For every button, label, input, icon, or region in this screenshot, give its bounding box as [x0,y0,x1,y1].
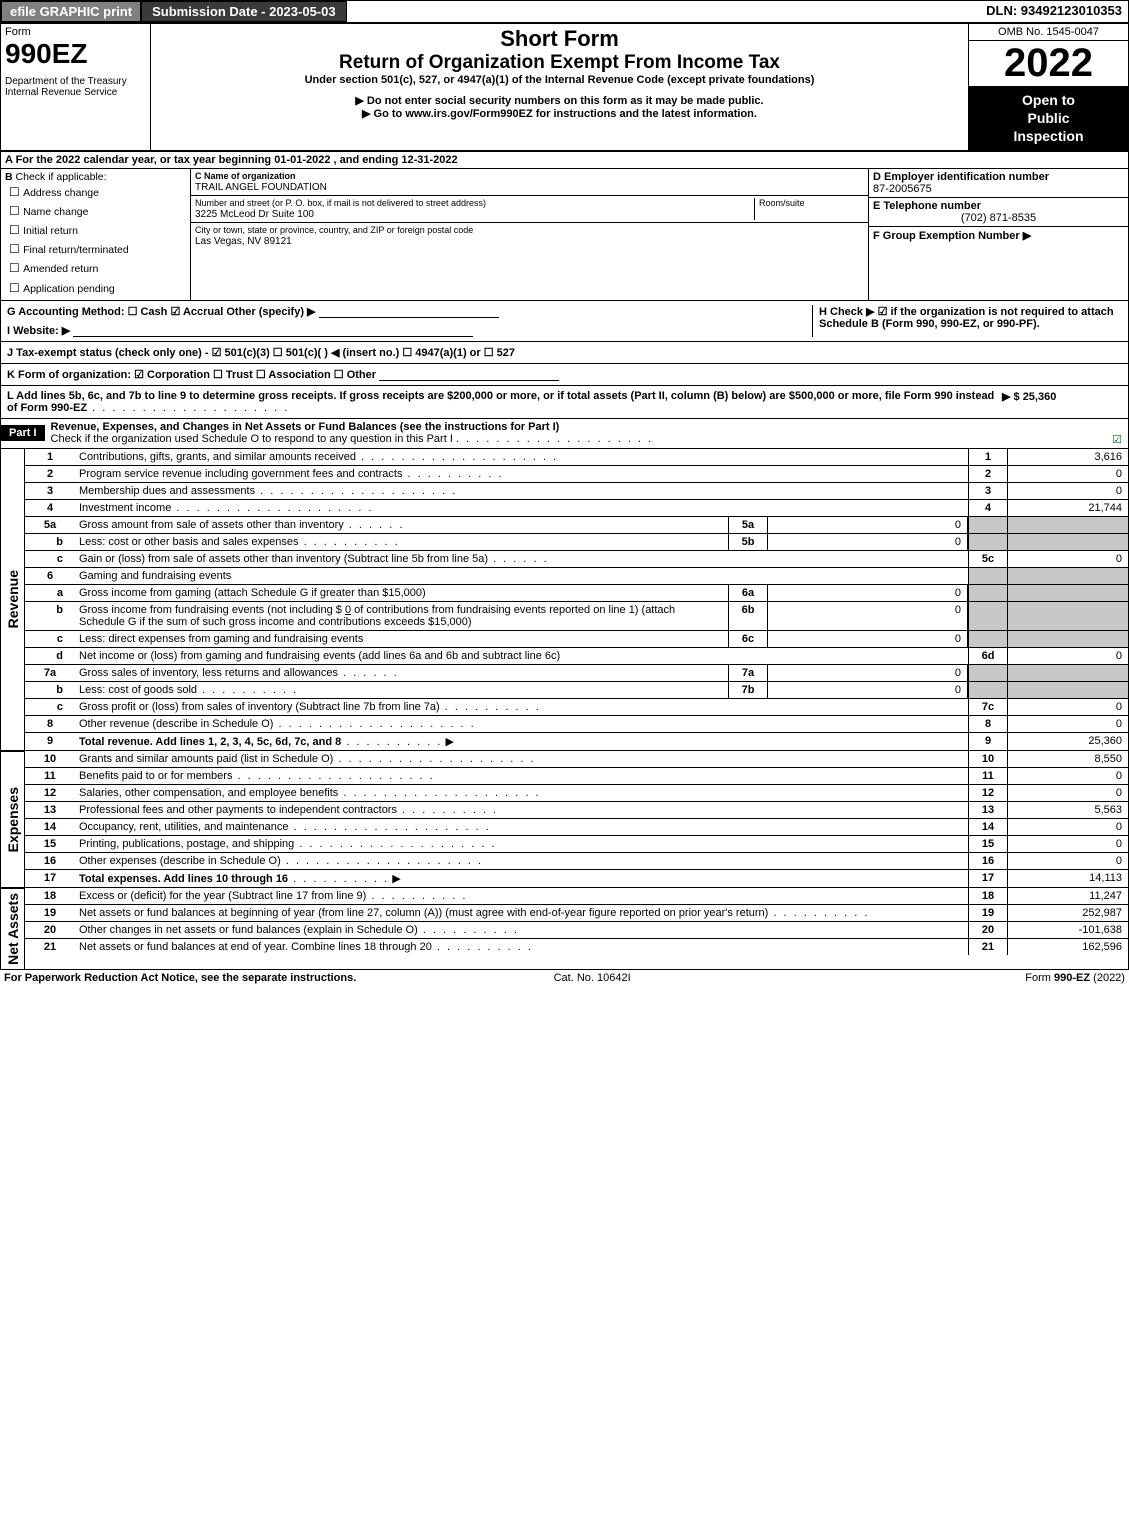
line-g-h: G Accounting Method: ☐ Cash ☑ Accrual Ot… [0,301,1129,342]
line-11-value: 0 [1008,768,1128,784]
line-7a-value: 0 [768,665,968,681]
e-phone-label: E Telephone number [873,200,981,212]
i-website-label: I Website: ▶ [7,325,70,337]
city-state-zip: Las Vegas, NV 89121 [195,236,292,247]
chk-initial-return[interactable]: Initial return [9,221,186,240]
line-10-value: 8,550 [1008,751,1128,767]
c-name-label: C Name of organization [195,171,296,181]
line-a-tax-year: A For the 2022 calendar year, or tax yea… [0,151,1129,169]
line-16-value: 0 [1008,853,1128,869]
line-5b-value: 0 [768,534,968,550]
expenses-section: Expenses 10Grants and similar amounts pa… [0,751,1129,888]
dept-treasury: Department of the Treasury [5,76,146,87]
identity-block: B Check if applicable: Address change Na… [0,169,1129,301]
top-bar: efile GRAPHIC print Submission Date - 20… [0,0,1129,23]
e-phone: (702) 871-8535 [873,212,1124,224]
line-15-value: 0 [1008,836,1128,852]
line-6d-value: 0 [1008,648,1128,664]
line-5c-value: 0 [1008,551,1128,567]
instructions-link[interactable]: ▶ Go to www.irs.gov/Form990EZ for instru… [155,107,964,120]
omb-number: OMB No. 1545-0047 [969,24,1128,41]
f-group-exemption: F Group Exemption Number ▶ [873,230,1031,242]
line-8-value: 0 [1008,716,1128,732]
page-footer: For Paperwork Reduction Act Notice, see … [0,970,1129,986]
under-section: Under section 501(c), 527, or 4947(a)(1)… [155,74,964,86]
line-6b-value: 0 [768,602,968,630]
h-schedule-b: H Check ▶ ☑ if the organization is not r… [819,306,1114,330]
form-number: 990EZ [5,38,146,70]
submission-date: Submission Date - 2023-05-03 [141,1,347,22]
line-k-form-of-org: K Form of organization: ☑ Corporation ☐ … [0,364,1129,386]
net-assets-side-label: Net Assets [3,889,23,969]
return-title: Return of Organization Exempt From Incom… [155,52,964,74]
form-footer-label: Form 990-EZ (2022) [1025,972,1125,984]
city-label: City or town, state or province, country… [195,225,473,235]
open-to-public: Open to Public Inspection [969,87,1128,150]
part-i-check-text: Check if the organization used Schedule … [51,433,453,445]
chk-final-return[interactable]: Final return/terminated [9,240,186,259]
part-i-checkbox[interactable] [1112,433,1122,446]
line-3-value: 0 [1008,483,1128,499]
line-19-value: 252,987 [1008,905,1128,921]
line-18-value: 11,247 [1008,888,1128,904]
line-1-value: 3,616 [1008,449,1128,465]
line-7b-value: 0 [768,682,968,698]
form-word: Form [5,26,146,38]
short-form-title: Short Form [155,26,964,52]
line-14-value: 0 [1008,819,1128,835]
line-12-value: 0 [1008,785,1128,801]
b-sublabel: Check if applicable: [16,171,107,183]
line-21-value: 162,596 [1008,939,1128,955]
room-label: Room/suite [759,198,805,208]
revenue-side-label: Revenue [3,566,23,632]
i-website-input[interactable] [73,325,473,337]
net-assets-section: Net Assets 18Excess or (deficit) for the… [0,888,1129,970]
street-label: Number and street (or P. O. box, if mail… [195,198,486,208]
street-address: 3225 McLeod Dr Suite 100 [195,209,314,220]
g-other-input[interactable] [319,306,499,318]
chk-address-change[interactable]: Address change [9,183,186,202]
dln: DLN: 93492123010353 [980,1,1128,22]
line-4-value: 21,744 [1008,500,1128,516]
part-i-header: Part I Revenue, Expenses, and Changes in… [0,419,1129,449]
chk-application-pending[interactable]: Application pending [9,279,186,298]
part-i-title: Revenue, Expenses, and Changes in Net As… [51,421,560,433]
line-6c-value: 0 [768,631,968,647]
line-j-tax-exempt: J Tax-exempt status (check only one) - ☑… [0,342,1129,364]
dept-irs: Internal Revenue Service [5,87,146,98]
line-20-value: -101,638 [1008,922,1128,938]
line-2-value: 0 [1008,466,1128,482]
org-name: TRAIL ANGEL FOUNDATION [195,182,327,193]
chk-amended-return[interactable]: Amended return [9,259,186,278]
ssn-warning: ▶ Do not enter social security numbers o… [155,94,964,107]
line-6a-value: 0 [768,585,968,601]
line-5a-value: 0 [768,517,968,533]
d-ein-label: D Employer identification number [873,171,1049,183]
part-i-label: Part I [1,425,45,441]
efile-print-button[interactable]: efile GRAPHIC print [1,1,141,22]
l-amount: ▶ $ 25,360 [1002,390,1122,414]
expenses-side-label: Expenses [3,783,23,856]
line-9-value: 25,360 [1008,733,1128,750]
line-13-value: 5,563 [1008,802,1128,818]
line-17-value: 14,113 [1008,870,1128,887]
cat-no: Cat. No. 10642I [554,972,631,984]
chk-name-change[interactable]: Name change [9,202,186,221]
form-header: Form 990EZ Department of the Treasury In… [0,23,1129,151]
d-ein: 87-2005675 [873,183,932,195]
paperwork-notice: For Paperwork Reduction Act Notice, see … [4,972,356,984]
k-other-input[interactable] [379,369,559,381]
line-7c-value: 0 [1008,699,1128,715]
revenue-section: Revenue 1Contributions, gifts, grants, a… [0,449,1129,751]
line-l-gross-receipts: L Add lines 5b, 6c, and 7b to line 9 to … [0,386,1129,419]
g-accounting-method: G Accounting Method: ☐ Cash ☑ Accrual Ot… [7,306,316,318]
b-label: B [5,171,13,183]
tax-year: 2022 [969,41,1128,86]
